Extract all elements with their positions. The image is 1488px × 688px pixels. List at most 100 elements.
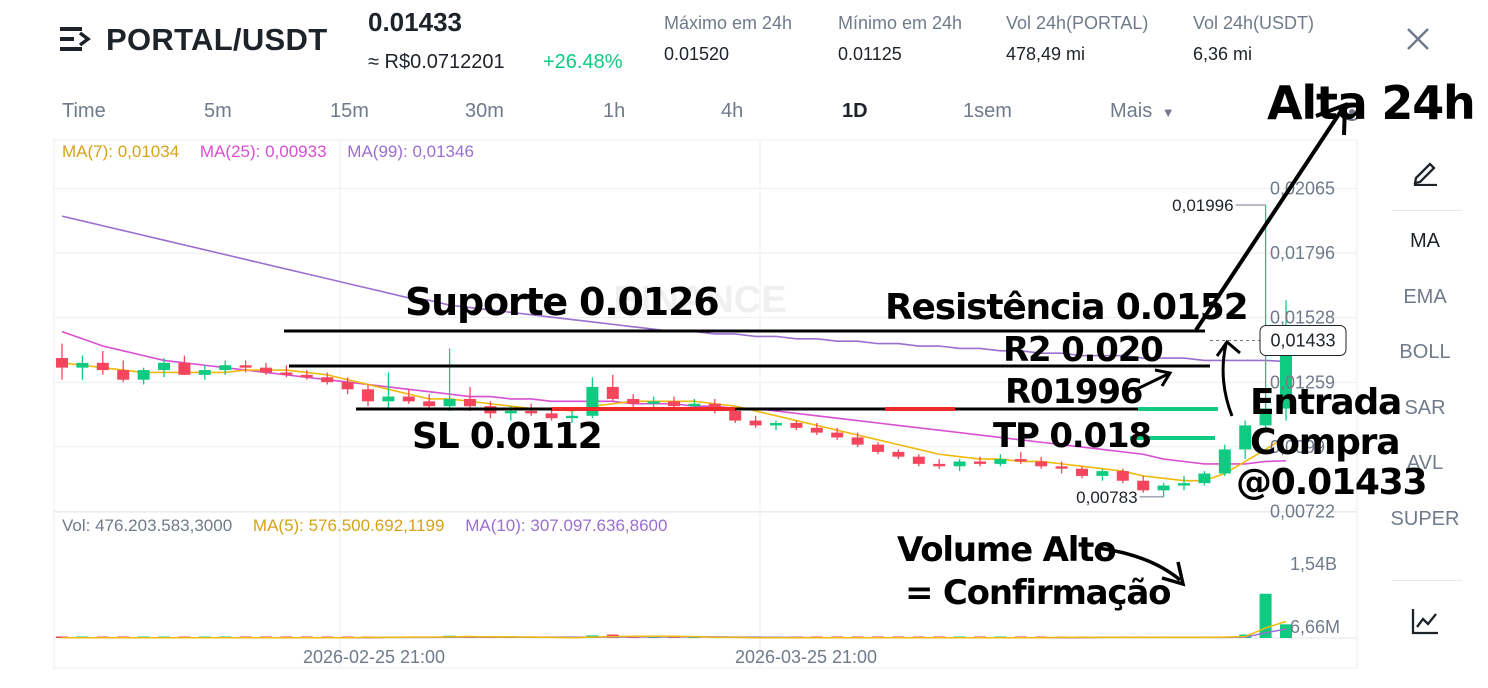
- candle-body: [810, 427, 823, 433]
- candle-body: [219, 365, 232, 371]
- stat-high-label: Máximo em 24h: [664, 13, 793, 33]
- sidebar-divider: [1392, 210, 1462, 211]
- candle-body: [1178, 483, 1190, 486]
- support-label: Suporte 0.0126: [405, 280, 720, 324]
- candle-body: [545, 413, 558, 419]
- ma-legend: MA(7): 0,01034 MA(25): 0,00933 MA(99): 0…: [62, 142, 474, 162]
- candle-body: [668, 401, 680, 407]
- candle-body: [770, 422, 782, 426]
- candle-body: [1116, 471, 1129, 481]
- chart-grid: [53, 139, 1358, 669]
- time-tick-label: 2026-03-25 21:00: [735, 647, 877, 667]
- sidebar-item-super[interactable]: SUPER: [1390, 508, 1460, 530]
- price-tick-label: 0,00991: [1270, 437, 1335, 457]
- candle-body: [321, 377, 334, 383]
- sl-label: SL 0.0112: [412, 416, 603, 457]
- tab-30m[interactable]: 30m: [465, 100, 504, 122]
- candle-body: [1055, 466, 1068, 469]
- candle-body: [443, 398, 456, 407]
- sidebar-divider: [1392, 580, 1462, 581]
- entry-label-line3: @0.01433: [1236, 462, 1428, 503]
- volume-tick-label: 6,66M: [1290, 617, 1340, 637]
- candle-body: [382, 396, 395, 402]
- price-tick-label: 0,00722: [1270, 502, 1335, 522]
- tp-label: TP 0.018: [993, 416, 1152, 456]
- tab-time[interactable]: Time: [62, 100, 106, 122]
- candle-body: [872, 444, 884, 452]
- candle-body: [464, 398, 476, 407]
- resistance-label: Resistência 0.0152: [885, 287, 1249, 328]
- volume-ma-lines: [62, 620, 1287, 639]
- price-tick-label: 0,01259: [1270, 372, 1335, 392]
- candle-body: [831, 432, 844, 438]
- candle-body: [158, 362, 170, 371]
- tab-1sem[interactable]: 1sem: [963, 100, 1012, 122]
- volume-legend: Vol: 476.203.583,3000 MA(5): 576.500.692…: [62, 516, 667, 536]
- candle-body: [1096, 471, 1109, 476]
- candle-body: [1035, 461, 1048, 467]
- draw-pencil-icon[interactable]: [1410, 156, 1440, 191]
- candle-body: [1239, 425, 1252, 450]
- volume-label-line2: = Confirmação: [905, 573, 1171, 613]
- stat-vol-base-value: 478,49 mi: [1006, 44, 1086, 64]
- volume-arrowhead: [1161, 561, 1186, 587]
- candle-body: [851, 437, 864, 445]
- candle-body: [423, 401, 436, 407]
- vol-ma5-legend: MA(5): 576.500.692,1199: [252, 516, 445, 535]
- candle-body: [1218, 449, 1231, 474]
- vol-ma10-legend: MA(10): 307.097.636,8600: [465, 516, 668, 535]
- indicator-chart-icon[interactable]: [1410, 606, 1440, 641]
- pair-title[interactable]: PORTAL/USDT: [106, 22, 328, 57]
- candle-body: [341, 382, 354, 390]
- candle-body: [647, 401, 660, 404]
- entry-arrowhead: [1215, 339, 1241, 357]
- candle-body: [729, 410, 742, 421]
- chart-frame: [53, 139, 1358, 669]
- sidebar-item-sar[interactable]: SAR: [1404, 397, 1446, 419]
- price-tick-label: 0,02065: [1270, 178, 1335, 198]
- candle-body: [586, 386, 599, 416]
- high-24h-arrow: [1194, 106, 1345, 332]
- stat-high-value: 0.01520: [664, 44, 730, 64]
- volume-tick-label: 1,54B: [1290, 554, 1337, 574]
- sidebar-item-avl[interactable]: AVL: [1406, 452, 1444, 474]
- close-icon[interactable]: [1403, 24, 1433, 59]
- candle-body: [525, 410, 538, 414]
- candle-body: [749, 420, 762, 426]
- candle-body: [402, 396, 415, 402]
- volume-bar: [1280, 624, 1292, 638]
- tab-15m[interactable]: 15m: [330, 100, 369, 122]
- r-label: R01996: [1005, 372, 1143, 412]
- high-24h-arrowhead: [1315, 102, 1348, 136]
- candle-body: [566, 415, 578, 419]
- candle-body: [688, 403, 701, 407]
- candle-body: [198, 370, 211, 375]
- candle-body: [76, 362, 89, 368]
- high-24h-label: Alta 24h: [1267, 76, 1476, 130]
- time-tick-label: 2026-02-25 21:00: [303, 647, 445, 667]
- r-label-arrowhead: [1154, 368, 1173, 387]
- tab-4h[interactable]: 4h: [721, 100, 744, 122]
- tab-5m[interactable]: 5m: [204, 100, 232, 122]
- volume-ma5-line: [62, 620, 1287, 639]
- stat-low-value: 0.01125: [838, 44, 902, 64]
- sidebar-item-ema[interactable]: EMA: [1403, 286, 1447, 308]
- menu-icon[interactable]: [58, 24, 92, 59]
- annotation-lines: [284, 102, 1348, 587]
- candle-body: [627, 398, 640, 404]
- candle-body: [96, 362, 109, 371]
- candle-body: [300, 374, 313, 378]
- candle-body: [974, 461, 986, 464]
- candle-body: [1198, 473, 1211, 484]
- tab-more[interactable]: Mais ▼: [1110, 100, 1175, 123]
- tab-1d[interactable]: 1D: [842, 100, 868, 122]
- tab-1h[interactable]: 1h: [603, 100, 626, 122]
- candle-body: [912, 456, 925, 464]
- price-brl: ≈ R$0.0712201: [368, 51, 505, 73]
- candle-body: [1259, 408, 1272, 426]
- chevron-down-icon: ▼: [1161, 105, 1175, 120]
- sidebar-item-boll[interactable]: BOLL: [1399, 341, 1451, 363]
- candle-body: [504, 410, 517, 414]
- sidebar-item-ma[interactable]: MA: [1410, 230, 1440, 252]
